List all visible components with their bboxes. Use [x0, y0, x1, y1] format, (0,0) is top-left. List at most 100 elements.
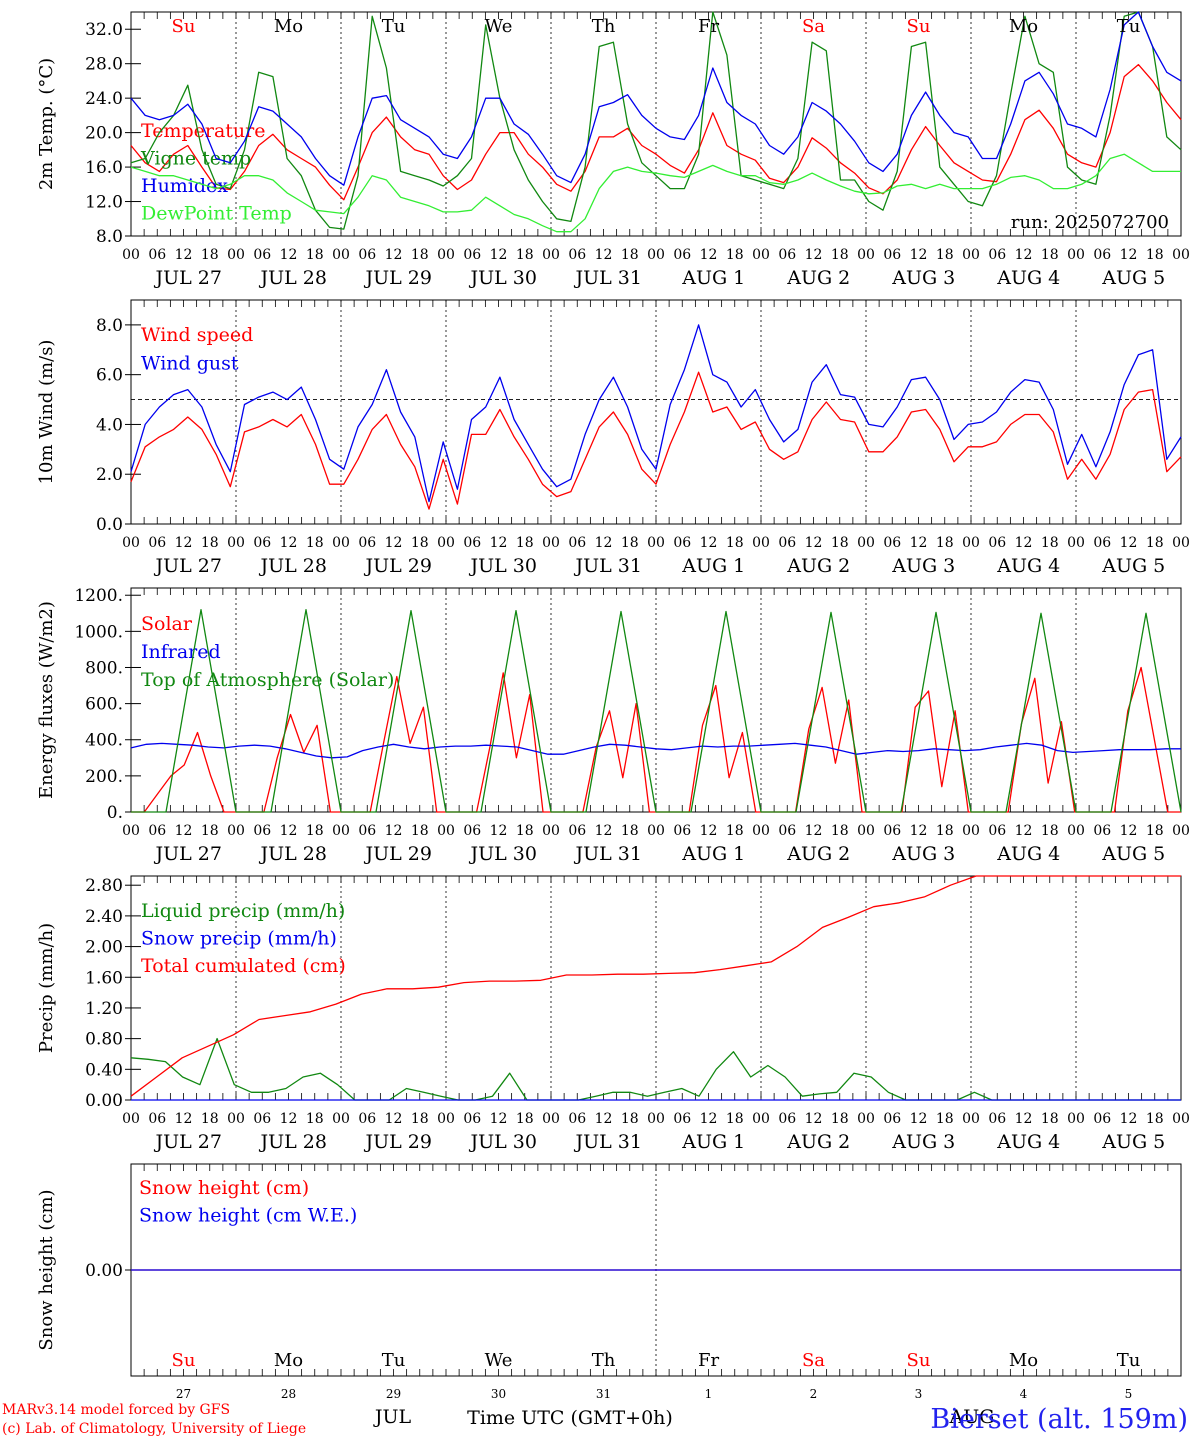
- series-line-3: [130, 11, 1182, 186]
- legend-entry: Wind speed: [141, 324, 253, 346]
- hour-label: 00: [227, 1111, 245, 1127]
- y-axis-label: Precip (mm/h): [36, 923, 57, 1053]
- weekday-label: Tu: [1117, 1350, 1141, 1371]
- hour-label: 06: [1093, 823, 1111, 839]
- hour-label: 12: [490, 247, 508, 263]
- hour-label: 00: [1172, 247, 1190, 263]
- y-tick-label: 2.00: [85, 938, 123, 958]
- hour-label: 06: [253, 823, 271, 839]
- hour-label: 06: [568, 535, 586, 551]
- hour-label: 18: [516, 247, 534, 263]
- hour-label: 18: [201, 535, 219, 551]
- hour-label: 00: [857, 247, 875, 263]
- hour-label: 06: [1093, 1111, 1111, 1127]
- weekday-label: Th: [592, 1350, 616, 1371]
- y-tick-label: 6.0: [96, 366, 123, 386]
- weekday-label: Fr: [698, 16, 719, 37]
- hour-label: 00: [647, 823, 665, 839]
- hour-label: 06: [463, 247, 481, 263]
- date-label: AUG 4: [996, 843, 1060, 865]
- hour-label: 18: [1041, 823, 1059, 839]
- y-tick-label: 2.40: [85, 907, 123, 927]
- hour-label: 18: [1041, 535, 1059, 551]
- hour-label: 00: [962, 823, 980, 839]
- date-label: JUL 28: [259, 555, 327, 577]
- panel-3: 0. 200. 400. 600. 800. 1000. 1200. Energy fluxe…: [36, 586, 1190, 865]
- hour-label: 06: [148, 247, 166, 263]
- hour-label: 06: [988, 535, 1006, 551]
- hour-label: 06: [148, 823, 166, 839]
- y-tick-label: 1.20: [85, 999, 123, 1019]
- hour-label: 00: [542, 823, 560, 839]
- date-label: AUG 3: [891, 267, 955, 289]
- hour-label: 18: [306, 823, 324, 839]
- date-label: JUL 27: [154, 1131, 222, 1153]
- weekday-label: Tu: [382, 1350, 406, 1371]
- hour-label: 18: [516, 1111, 534, 1127]
- hour-label: 06: [778, 823, 796, 839]
- date-label: AUG 1: [681, 555, 745, 577]
- hour-label: 00: [227, 247, 245, 263]
- hour-label: 12: [805, 823, 823, 839]
- credit-line-2: (c) Lab. of Climatology, University of L…: [2, 1421, 306, 1437]
- hour-label: 06: [988, 1111, 1006, 1127]
- hour-label: 18: [621, 535, 639, 551]
- date-label: AUG 3: [891, 1131, 955, 1153]
- hour-label: 06: [568, 1111, 586, 1127]
- hour-label: 06: [673, 823, 691, 839]
- hour-label: 12: [910, 535, 928, 551]
- y-tick-label: 0.0: [96, 515, 123, 535]
- weekday-label: Mo: [1009, 1350, 1038, 1371]
- hour-label: 06: [253, 535, 271, 551]
- hour-label: 06: [883, 823, 901, 839]
- y-tick-label: 32.0: [85, 20, 123, 40]
- hour-label: 00: [122, 823, 140, 839]
- hour-label: 06: [778, 1111, 796, 1127]
- hour-label: 06: [148, 1111, 166, 1127]
- y-tick-label: 16.0: [85, 158, 123, 178]
- hour-label: 18: [201, 1111, 219, 1127]
- hour-label: 12: [1015, 823, 1033, 839]
- hour-label: 06: [568, 823, 586, 839]
- day-number: 2: [810, 1387, 818, 1401]
- hour-label: 12: [700, 823, 718, 839]
- hour-label: 12: [700, 535, 718, 551]
- date-label: JUL 30: [469, 267, 537, 289]
- series-line-1: [130, 371, 1182, 510]
- hour-label: 06: [988, 247, 1006, 263]
- hour-label: 12: [1120, 823, 1138, 839]
- y-tick-label: 800.: [85, 658, 123, 678]
- hour-label: 18: [411, 247, 429, 263]
- hour-label: 18: [831, 823, 849, 839]
- legend-entry: Infrared: [141, 641, 221, 663]
- hour-label: 06: [988, 823, 1006, 839]
- hour-label: 12: [490, 1111, 508, 1127]
- day-number: 31: [596, 1387, 611, 1401]
- y-tick-label: 600.: [85, 695, 123, 715]
- hour-label: 18: [306, 1111, 324, 1127]
- weekday-label: Tu: [1117, 16, 1141, 37]
- legend-entry: Solar: [141, 613, 193, 635]
- hour-label: 06: [463, 535, 481, 551]
- y-tick-label: 0.00: [85, 1261, 123, 1281]
- date-label: JUL 31: [574, 555, 642, 577]
- hour-label: 00: [437, 823, 455, 839]
- date-label: AUG 2: [786, 843, 850, 865]
- hour-label: 06: [883, 247, 901, 263]
- hour-label: 06: [1093, 247, 1111, 263]
- y-tick-label: 2.0: [96, 465, 123, 485]
- hour-label: 18: [936, 535, 954, 551]
- weekday-label: Su: [907, 16, 931, 37]
- hour-label: 00: [1067, 1111, 1085, 1127]
- date-label: JUL 28: [259, 267, 327, 289]
- weekday-label: We: [485, 16, 513, 37]
- weekday-label: Mo: [274, 16, 303, 37]
- hour-label: 12: [280, 823, 298, 839]
- hour-label: 12: [910, 247, 928, 263]
- hour-label: 18: [1146, 823, 1164, 839]
- panel-5: 0.00 Snow height (cm) Snow height (cm) Snow…: [36, 1163, 1182, 1429]
- weekday-label: Fr: [698, 1350, 719, 1371]
- day-number: 28: [281, 1387, 296, 1401]
- y-tick-label: 0.: [107, 803, 123, 823]
- day-number: 29: [386, 1387, 401, 1401]
